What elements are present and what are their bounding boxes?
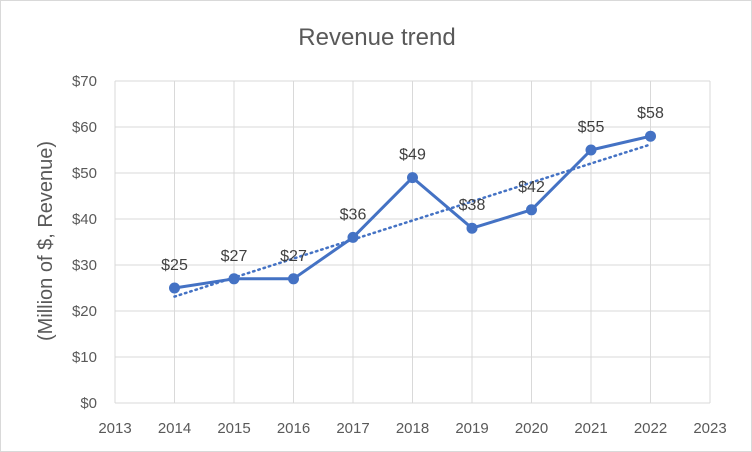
data-point[interactable]: [466, 222, 478, 234]
x-tick-label: 2019: [455, 420, 488, 437]
data-point[interactable]: [526, 204, 537, 216]
data-label: $42: [518, 179, 545, 196]
data-label: $55: [578, 119, 605, 136]
trendline: [173, 143, 652, 298]
y-tick-label: $20: [72, 303, 97, 320]
data-label: $49: [399, 147, 426, 164]
data-label: $27: [221, 248, 248, 265]
y-tick-label: $60: [72, 119, 97, 136]
y-tick-label: $10: [72, 349, 97, 366]
x-tick-label: 2021: [574, 420, 607, 437]
data-label: $38: [459, 197, 486, 214]
x-tick-label: 2018: [396, 420, 429, 437]
y-tick-label: $50: [72, 165, 97, 182]
y-tick-label: $0: [80, 395, 97, 412]
x-tick-label: 2014: [158, 420, 191, 437]
x-tick-label: 2022: [634, 420, 667, 437]
x-tick-label: 2016: [277, 420, 310, 437]
y-tick-label: $30: [72, 257, 97, 274]
data-point[interactable]: [407, 172, 418, 184]
x-tick-label: 2020: [515, 420, 548, 437]
data-label: $36: [340, 206, 367, 223]
data-label: $27: [280, 248, 307, 265]
x-tick-label: 2013: [98, 420, 131, 437]
data-label: $58: [637, 105, 664, 122]
y-axis-label: (Million of $, Revenue): [35, 141, 57, 341]
data-point[interactable]: [228, 273, 240, 285]
data-point[interactable]: [347, 231, 359, 243]
y-tick-label: $40: [72, 211, 97, 228]
data-point[interactable]: [169, 282, 180, 294]
x-tick-label: 2015: [217, 420, 250, 437]
y-tick-label: $70: [72, 73, 97, 90]
data-point[interactable]: [288, 273, 299, 285]
x-tick-label: 2023: [693, 420, 726, 437]
data-point[interactable]: [645, 130, 656, 142]
chart-title: Revenue trend: [298, 24, 455, 51]
x-tick-label: 2017: [336, 420, 369, 437]
data-label: $25: [161, 257, 188, 274]
data-point[interactable]: [585, 144, 597, 156]
